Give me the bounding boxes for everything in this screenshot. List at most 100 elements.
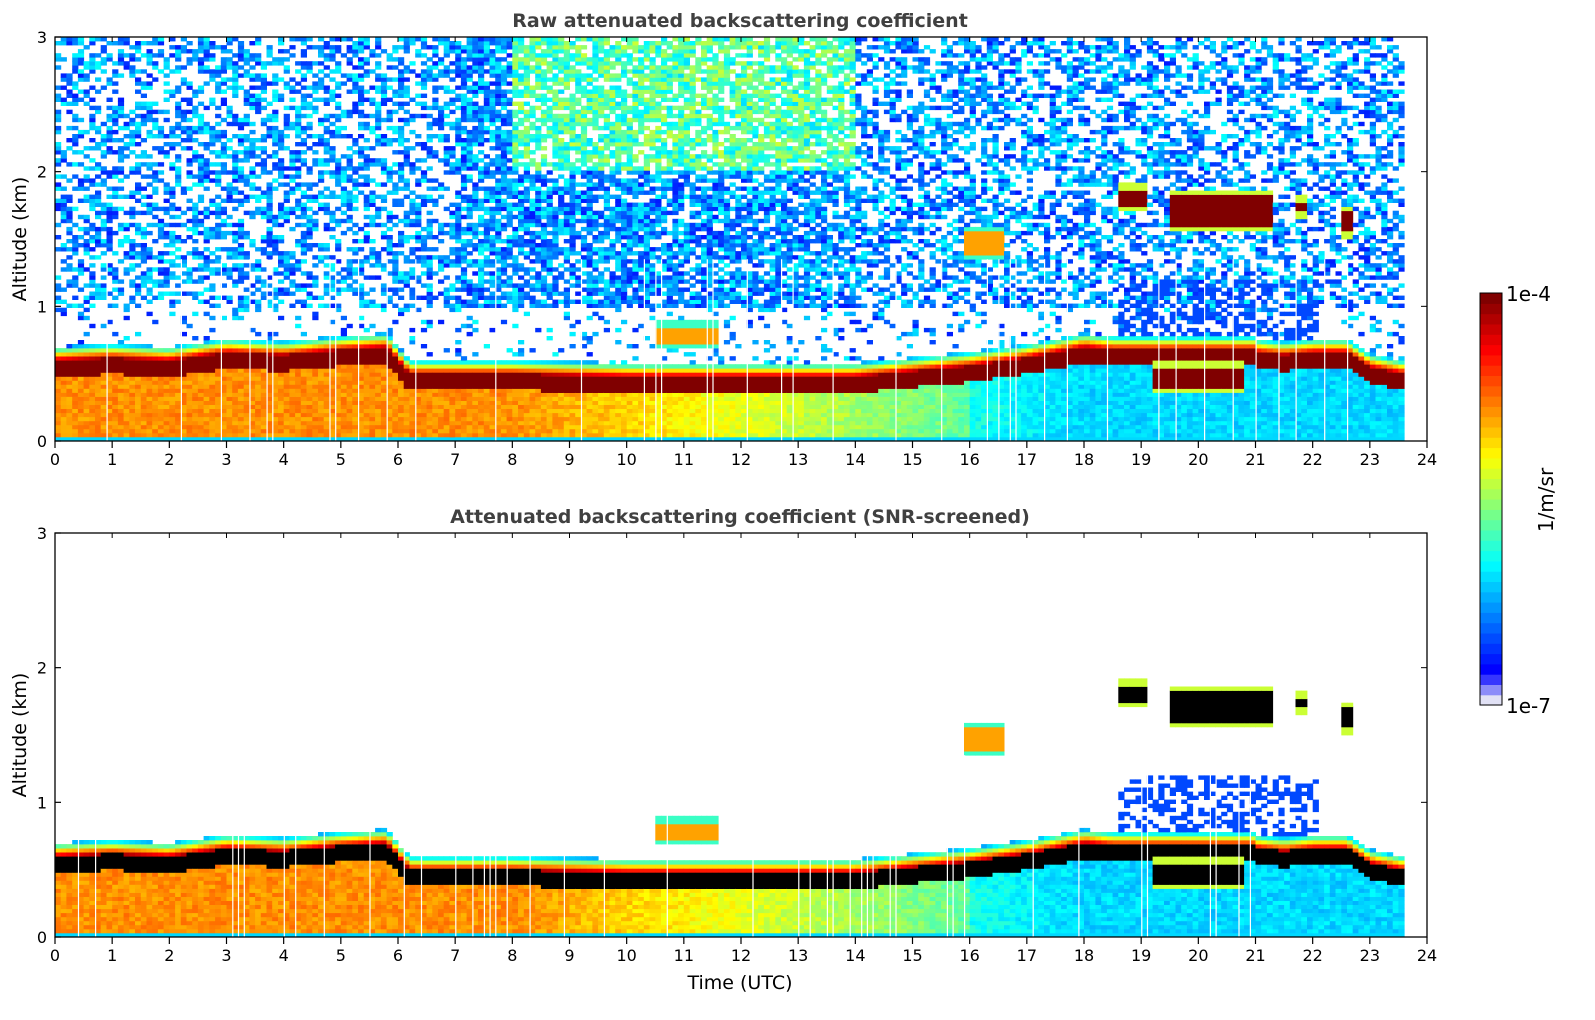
heatmap-cell [501, 146, 507, 150]
heatmap-cell [438, 114, 444, 118]
heatmap-cell [187, 271, 193, 275]
heatmap-cell [255, 300, 261, 304]
heatmap-cell [524, 393, 530, 397]
heatmap-cell [215, 81, 221, 85]
heatmap-cell [341, 393, 347, 397]
heatmap-cell [129, 57, 135, 61]
heatmap-cell [187, 187, 193, 191]
heatmap-cell [352, 421, 358, 425]
heatmap-cell [227, 86, 233, 90]
heatmap-cell [347, 199, 353, 203]
heatmap-cell [215, 259, 221, 263]
heatmap-cell [472, 53, 478, 57]
heatmap-cell [432, 65, 438, 69]
heatmap-cell [129, 409, 135, 413]
heatmap-cell [112, 150, 118, 154]
heatmap-cell [95, 126, 101, 130]
heatmap-cell [124, 413, 130, 417]
heatmap-cell [392, 130, 398, 134]
heatmap-cell [147, 166, 153, 170]
heatmap-cell [518, 154, 524, 158]
heatmap-cell [261, 98, 267, 102]
heatmap-cell [375, 255, 381, 259]
heatmap-cell [227, 195, 233, 199]
heatmap-cell [535, 255, 541, 259]
heatmap-cell [95, 401, 101, 405]
heatmap-cell [66, 405, 72, 409]
heatmap-cell [187, 49, 193, 53]
heatmap-cell [209, 251, 215, 255]
heatmap-cell [238, 166, 244, 170]
heatmap-cell [141, 275, 147, 279]
heatmap-cell [472, 126, 478, 130]
heatmap-cell [341, 348, 347, 365]
heatmap-cell [427, 283, 433, 287]
heatmap-cell [129, 69, 135, 73]
heatmap-cell [227, 106, 233, 110]
heatmap-cell [490, 421, 496, 425]
heatmap-cell [364, 37, 370, 41]
heatmap-cell [124, 304, 130, 308]
heatmap-cell [204, 130, 210, 134]
heatmap-cell [215, 170, 221, 174]
heatmap-cell [101, 356, 107, 373]
heatmap-cell [301, 231, 307, 235]
heatmap-cell [289, 348, 295, 352]
heatmap-cell [352, 271, 358, 275]
heatmap-cell [55, 405, 61, 414]
heatmap-cell [507, 368, 513, 372]
heatmap-cell [55, 417, 61, 421]
heatmap-cell [530, 275, 536, 279]
heatmap-cell [312, 98, 318, 102]
heatmap-cell [324, 207, 330, 211]
heatmap-cell [284, 384, 290, 388]
heatmap-cell [244, 409, 250, 413]
heatmap-cell [318, 191, 324, 195]
heatmap-cell [524, 178, 530, 182]
heatmap-cell [301, 344, 307, 348]
heatmap-cell [284, 417, 290, 421]
heatmap-cell [181, 130, 187, 134]
heatmap-cell [192, 397, 198, 401]
heatmap-cell [398, 37, 404, 41]
heatmap-cell [530, 106, 536, 110]
heatmap-cell [152, 65, 158, 69]
heatmap-cell [501, 57, 507, 61]
heatmap-cell [72, 417, 78, 421]
heatmap-cell [209, 271, 215, 275]
heatmap-cell [112, 81, 118, 85]
heatmap-cell [289, 425, 295, 429]
heatmap-cell [135, 283, 141, 287]
heatmap-cell [72, 239, 78, 243]
heatmap-cell [215, 401, 221, 405]
heatmap-cell [449, 211, 455, 215]
heatmap-cell [375, 417, 381, 421]
heatmap-cell [467, 142, 473, 146]
heatmap-cell [112, 372, 118, 376]
heatmap-cell [381, 417, 387, 421]
heatmap-cell [95, 61, 101, 65]
heatmap-cell [421, 94, 427, 98]
heatmap-cell [301, 86, 307, 90]
heatmap-cell [255, 199, 261, 203]
heatmap-cell [278, 77, 284, 81]
heatmap-cell [66, 231, 72, 235]
heatmap-cell [147, 360, 153, 377]
heatmap-cell [78, 352, 84, 356]
heatmap-cell [347, 263, 353, 267]
heatmap-cell [89, 344, 95, 348]
heatmap-cell [295, 397, 301, 401]
heatmap-cell [427, 77, 433, 81]
heatmap-cell [318, 86, 324, 90]
heatmap-cell [192, 182, 198, 186]
heatmap-cell [409, 389, 415, 393]
heatmap-cell [164, 251, 170, 255]
heatmap-cell [341, 279, 347, 283]
heatmap-cell [444, 69, 450, 73]
heatmap-cell [192, 292, 198, 296]
heatmap-cell [364, 231, 370, 235]
heatmap-cell [95, 110, 101, 114]
heatmap-cell [524, 227, 530, 231]
heatmap-cell [404, 102, 410, 106]
heatmap-cell [318, 389, 324, 393]
